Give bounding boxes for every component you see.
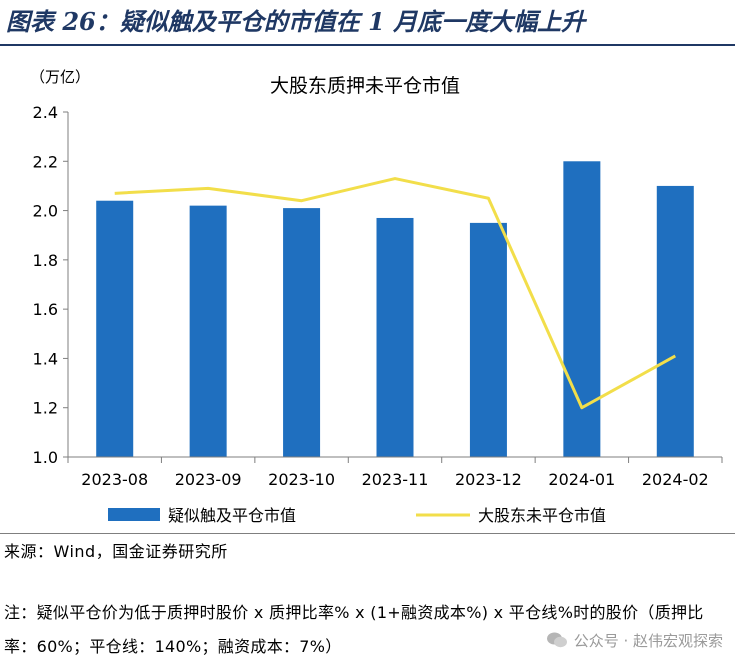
y-tick-label: 2.0 [33,202,58,221]
y-tick-label: 1.4 [33,349,58,368]
footnote-text: 注：疑似平仓价为低于质押时股价 x 质押比率% x (1+融资成本%) x 平仓… [4,603,704,656]
source-text: 来源：Wind，国金证券研究所 [4,542,228,561]
source-divider [0,533,735,534]
watermark-text: 公众号 · 赵伟宏观探索 [573,632,723,650]
x-tick-label: 2024-02 [642,470,709,489]
chart-legend: 疑似触及平仓市值 大股东未平仓市值 [108,506,606,525]
bar-2023-10 [283,208,321,457]
y-tick-label: 2.4 [33,103,58,122]
wechat-icon [546,631,568,653]
title-divider [0,44,735,46]
x-tick-label: 2023-09 [175,470,242,489]
y-axis-unit-label: （万亿） [30,68,90,86]
bar-series [96,161,694,457]
figure-title: 图表 26：疑似触及平仓的市值在 1 月底一度大幅上升 [6,7,586,36]
y-tick-label: 1.8 [33,251,58,270]
x-tick-label: 2023-12 [455,470,522,489]
bar-2024-02 [656,185,694,457]
bar-2024-01 [563,161,601,457]
chart-title: 大股东质押未平仓市值 [270,75,460,97]
y-tick-label: 1.0 [33,448,58,467]
x-tick-label: 2023-08 [81,470,148,489]
bar-2023-12 [469,222,507,457]
y-tick-label: 1.6 [33,300,58,319]
bar-2023-11 [376,217,414,457]
legend-label-bar: 疑似触及平仓市值 [168,506,296,525]
legend-label-line: 大股东未平仓市值 [478,506,606,525]
x-axis-ticks: 2023-08 2023-09 2023-10 2023-11 2023-12 2024-… [67,457,723,489]
bar-2023-09 [189,205,227,457]
bar-line-chart: 大股东质押未平仓市值 （万亿） 1.0 1.2 1.4 1.6 1.8 2.0 2.2 2.4… [30,68,723,525]
y-tick-label: 1.2 [33,399,58,418]
x-tick-label: 2023-11 [362,470,429,489]
watermark: 公众号 · 赵伟宏观探索 [546,630,723,653]
legend-swatch-bar [108,508,160,521]
line-series [114,177,677,410]
y-tick-label: 2.2 [33,152,58,171]
x-tick-label: 2023-10 [268,470,335,489]
y-axis-ticks: 1.0 1.2 1.4 1.6 1.8 2.0 2.2 2.4 [33,103,68,467]
bar-2023-08 [96,200,134,457]
x-tick-label: 2024-01 [548,470,615,489]
